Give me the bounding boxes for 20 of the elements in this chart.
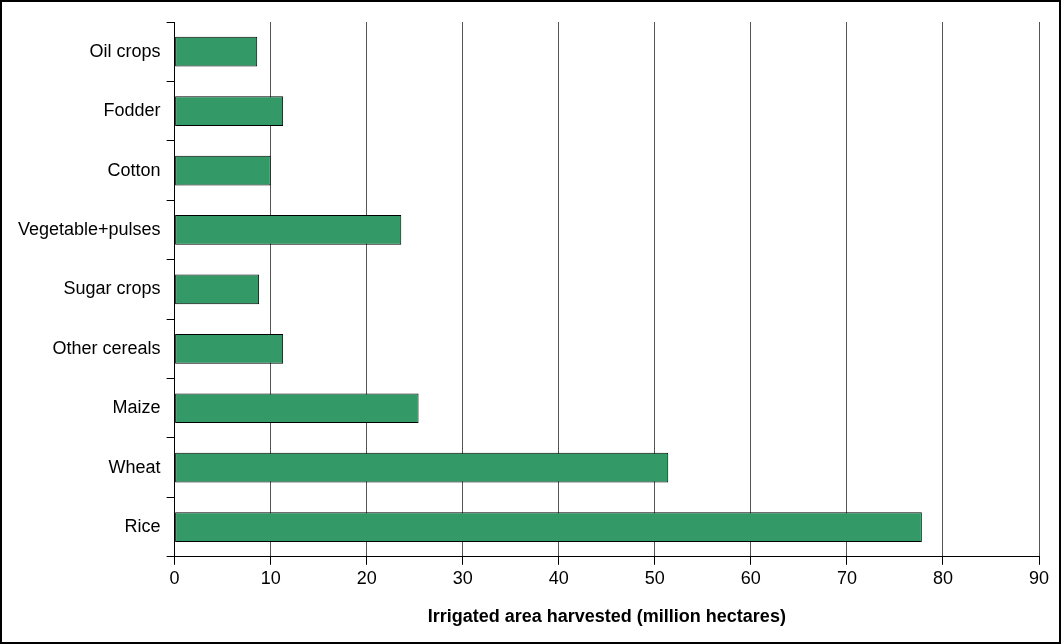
x-tick-label: 40	[548, 567, 569, 588]
y-tick-label: Cotton	[107, 159, 161, 180]
y-tick-label: Other cereals	[52, 337, 161, 358]
x-tick-label: 30	[452, 567, 473, 588]
x-tick-label: 50	[644, 567, 665, 588]
x-axis-title: Irrigated area harvested (million hectares)	[427, 606, 786, 627]
x-tick-label: 80	[932, 567, 953, 588]
y-tick-label: Rice	[124, 516, 161, 537]
x-tick-label: 0	[169, 567, 180, 588]
x-tick-label: 60	[740, 567, 761, 588]
y-tick-label: Fodder	[103, 100, 161, 121]
x-tick-label: 70	[836, 567, 857, 588]
x-tick-label: 10	[260, 567, 281, 588]
x-tick-label: 90	[1028, 567, 1050, 588]
y-tick-label: Vegetable+pulses	[18, 218, 161, 239]
y-tick-label: Sugar crops	[63, 278, 161, 299]
y-tick-label: Maize	[112, 397, 161, 418]
y-tick-label: Wheat	[108, 456, 161, 477]
y-tick-label: Oil crops	[89, 40, 161, 61]
x-tick-label: 20	[356, 567, 377, 588]
